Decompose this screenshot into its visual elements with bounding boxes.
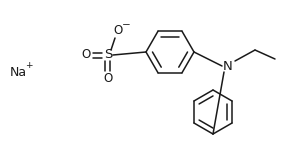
Text: N: N (223, 59, 233, 73)
Text: O: O (113, 24, 123, 38)
Text: Na: Na (9, 66, 26, 78)
Text: O: O (81, 48, 91, 62)
Text: S: S (104, 48, 112, 62)
Text: O: O (103, 73, 113, 85)
Text: −: − (122, 20, 130, 30)
Text: +: + (25, 62, 33, 71)
